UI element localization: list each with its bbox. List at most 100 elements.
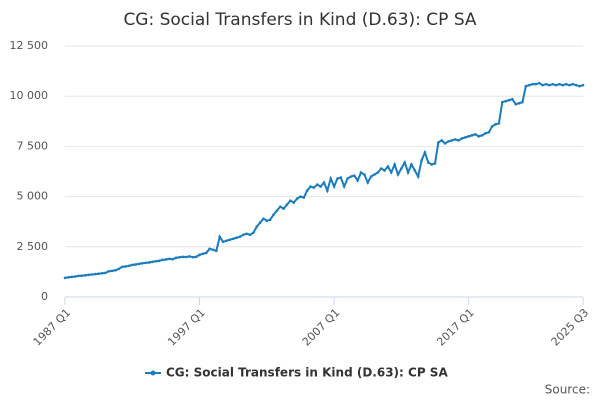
legend-marker <box>150 370 156 376</box>
data-point <box>420 159 423 162</box>
data-point <box>497 122 501 125</box>
data-point <box>339 176 343 179</box>
data-point <box>181 255 185 259</box>
data-point <box>450 139 454 142</box>
data-point <box>326 189 329 192</box>
data-point <box>537 81 541 85</box>
data-point <box>262 217 265 220</box>
data-point <box>302 196 306 199</box>
data-point <box>282 207 285 210</box>
data-point <box>507 98 511 102</box>
data-point <box>208 247 211 251</box>
data-point <box>134 263 137 266</box>
data-point <box>527 83 531 87</box>
y-tick-label: 7 500 <box>17 139 49 152</box>
data-point <box>467 135 470 138</box>
data-point <box>571 82 575 86</box>
data-point <box>574 83 578 87</box>
data-point <box>127 264 131 268</box>
data-point <box>541 83 544 87</box>
data-point <box>191 255 195 259</box>
data-point <box>93 272 97 276</box>
data-point <box>416 175 420 178</box>
data-point <box>554 83 558 87</box>
data-point <box>272 213 275 216</box>
data-point <box>504 99 507 103</box>
data-point <box>235 236 238 240</box>
data-point <box>80 274 84 278</box>
data-point <box>460 137 464 140</box>
data-point <box>201 252 205 256</box>
data-point <box>83 274 87 277</box>
data-point <box>447 140 450 143</box>
data-point <box>346 177 349 180</box>
data-point <box>167 257 171 261</box>
data-point <box>97 272 100 276</box>
y-tick-label: 0 <box>41 290 48 303</box>
data-point <box>194 255 198 259</box>
y-tick-label: 10 000 <box>10 89 49 102</box>
data-point <box>561 83 565 87</box>
data-point <box>198 253 201 257</box>
data-point <box>151 260 154 264</box>
data-point <box>578 84 581 88</box>
data-point <box>241 233 245 237</box>
data-point <box>110 269 114 273</box>
data-point <box>356 179 359 182</box>
data-point <box>406 171 410 174</box>
data-point <box>278 205 282 208</box>
data-point <box>154 259 158 263</box>
data-point <box>383 169 386 172</box>
data-point <box>396 173 400 176</box>
data-point <box>164 258 168 261</box>
data-point <box>352 174 356 177</box>
data-point <box>463 136 467 139</box>
data-point <box>141 261 144 265</box>
data-point <box>289 199 292 202</box>
data-point <box>258 221 262 225</box>
data-point <box>366 181 370 184</box>
data-point <box>426 161 430 164</box>
data-point <box>319 185 322 188</box>
data-point <box>423 151 427 154</box>
data-point <box>430 163 433 166</box>
data-point <box>285 203 289 206</box>
data-point <box>309 185 312 188</box>
data-point <box>443 142 447 145</box>
data-point <box>517 101 521 105</box>
data-point <box>245 232 248 236</box>
data-point <box>70 275 74 279</box>
data-point <box>171 257 174 261</box>
data-point <box>204 251 208 255</box>
data-point <box>248 233 252 237</box>
data-point <box>188 255 191 258</box>
data-point <box>568 83 571 87</box>
data-point <box>531 82 534 86</box>
data-point <box>403 161 407 164</box>
data-point <box>336 177 339 180</box>
data-point <box>376 171 380 174</box>
data-point <box>238 235 242 239</box>
data-line <box>64 82 584 279</box>
data-point <box>184 255 188 259</box>
data-point <box>534 82 538 86</box>
data-point <box>265 219 269 222</box>
data-point <box>137 262 141 266</box>
data-point <box>268 218 272 221</box>
data-point <box>215 249 218 253</box>
data-point <box>120 265 124 269</box>
data-point <box>124 265 127 268</box>
x-tick-label: 1997 Q1 <box>165 306 208 349</box>
data-point <box>487 131 491 134</box>
y-tick-label: 5 000 <box>17 190 49 203</box>
data-point <box>564 82 568 86</box>
data-point <box>107 269 111 273</box>
y-tick-label: 2 500 <box>17 240 49 253</box>
data-point <box>363 173 366 176</box>
data-point <box>63 276 67 280</box>
data-point <box>514 102 518 106</box>
data-point <box>305 189 309 192</box>
data-point <box>477 135 481 138</box>
data-point <box>67 276 70 279</box>
